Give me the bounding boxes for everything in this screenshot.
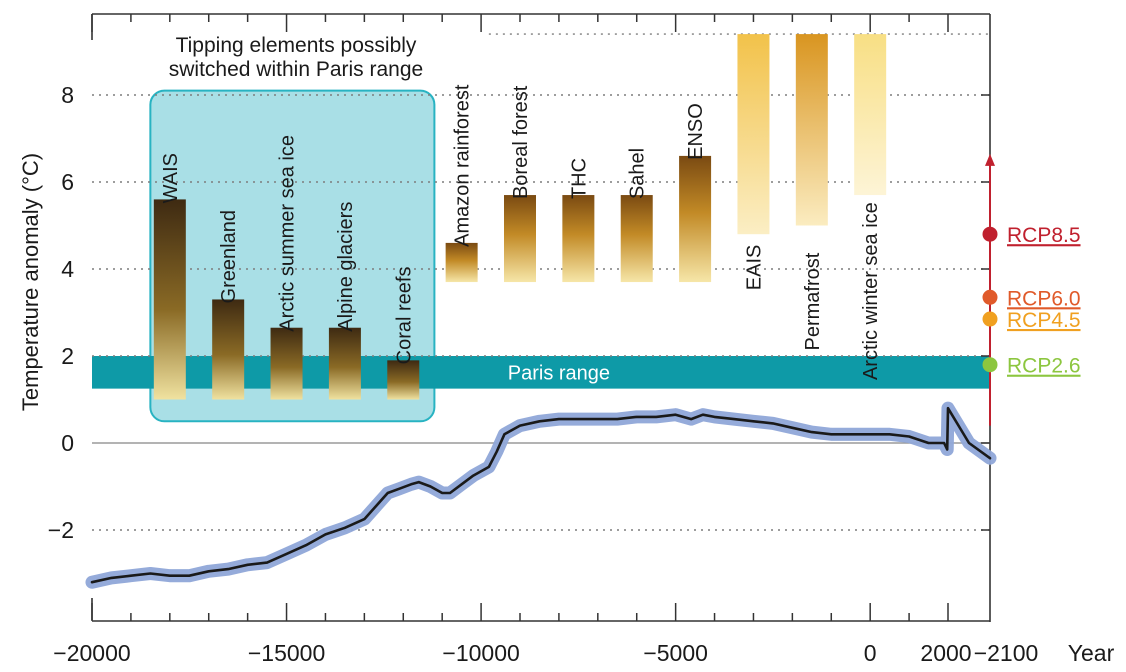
paris-range-label: Paris range [508,362,610,384]
temperature-line [90,406,992,584]
y-axis-title: Temperature anomaly (°C) [18,153,43,411]
tipping-bar [270,327,303,400]
rcp-label: RCP4.5 [1007,309,1081,332]
rcp-point [982,311,998,327]
x-tick-label: 2000 [920,640,971,666]
rcp-point [982,289,998,305]
tipping-label: Sahel [627,148,649,199]
tipping-label: Boreal forest [510,85,532,199]
tipping-label: Amazon rainforest [452,84,474,247]
tipping-label: WAIS [160,153,182,203]
y-tick-label: 8 [61,82,74,108]
tipping-label: EAIS [743,245,765,291]
tipping-bar [795,34,828,226]
tipping-bar [737,34,770,235]
tipping-label: Alpine glaciers [335,202,357,332]
tipping-bar [153,199,186,400]
tipping-bar [445,242,478,283]
y-tick-label: −2 [48,517,74,543]
annotation-line-1: Tipping elements possibly [176,34,417,57]
rcp-label: RCP8.5 [1007,224,1081,247]
x-tick-label: −15000 [248,640,325,666]
y-tick-label: 0 [61,430,74,456]
annotation-line-2: switched within Paris range [169,58,423,81]
tipping-bar [504,195,536,283]
tipping-label: THC [568,158,590,199]
x-tick-label: −10000 [442,640,519,666]
x-tick-label: Year [1068,640,1115,666]
rcp-label: RCP6.0 [1007,287,1081,310]
rcp-arrow-head [985,153,995,166]
y-tick-label: 2 [61,343,74,369]
tipping-label: Greenland [218,210,240,303]
tipping-label: Arctic winter sea ice [860,202,882,380]
tipping-bar [387,360,420,400]
tipping-label: Permafrost [802,252,824,350]
rcp-point [982,226,998,242]
x-tick-label: −20000 [53,640,130,666]
y-tick-label: 4 [61,256,74,282]
tipping-bar [854,34,887,196]
rcp-label: RCP2.6 [1007,355,1081,378]
y-tick-label: 6 [61,169,74,195]
tipping-label: Coral reefs [393,267,415,365]
tipping-bar [212,299,245,400]
x-tick-label: −5000 [643,640,708,666]
tipping-bar [562,195,595,283]
tipping-bar [328,327,361,400]
tipping-label: ENSO [685,103,707,160]
tipping-label: Arctic summer sea ice [277,135,299,332]
x-tick-label: −2100 [974,640,1039,666]
rcp-point [982,357,998,373]
x-tick-label: 0 [864,640,877,666]
tipping-bar [620,195,653,283]
tipping-bar [679,155,712,283]
